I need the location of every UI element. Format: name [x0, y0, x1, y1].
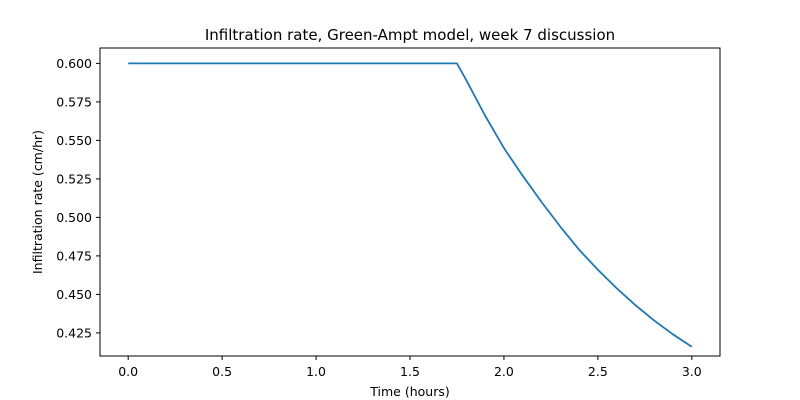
x-axis-label: Time (hours) — [369, 384, 449, 399]
y-tick-label: 0.450 — [56, 287, 92, 302]
y-tick-label: 0.425 — [56, 325, 92, 340]
y-tick-label: 0.525 — [56, 171, 92, 186]
y-tick-label: 0.600 — [56, 56, 92, 71]
y-tick-label: 0.550 — [56, 133, 92, 148]
x-tick-label: 2.0 — [494, 364, 514, 379]
x-tick-label: 1.5 — [400, 364, 420, 379]
y-tick-label: 0.500 — [56, 210, 92, 225]
y-tick-label: 0.475 — [56, 248, 92, 263]
x-tick-label: 1.0 — [306, 364, 326, 379]
x-tick-label: 2.5 — [588, 364, 608, 379]
y-axis-ticks: 0.425 0.450 0.475 0.500 0.525 0.550 0.575 0.600 — [56, 56, 100, 340]
x-tick-label: 3.0 — [682, 364, 702, 379]
plot-area — [100, 48, 720, 356]
x-tick-label: 0.5 — [212, 364, 232, 379]
series-line-0 — [128, 62, 693, 348]
y-axis-label: Infiltration rate (cm/hr) — [30, 130, 45, 274]
y-tick-label: 0.575 — [56, 94, 92, 109]
series-layer — [128, 62, 693, 348]
chart-title: Infiltration rate, Green-Ampt model, wee… — [205, 26, 615, 44]
x-axis-ticks: 0.0 0.5 1.0 1.5 2.0 2.5 3.0 — [118, 356, 702, 379]
x-tick-label: 0.0 — [118, 364, 138, 379]
plot-frame — [99, 47, 721, 357]
